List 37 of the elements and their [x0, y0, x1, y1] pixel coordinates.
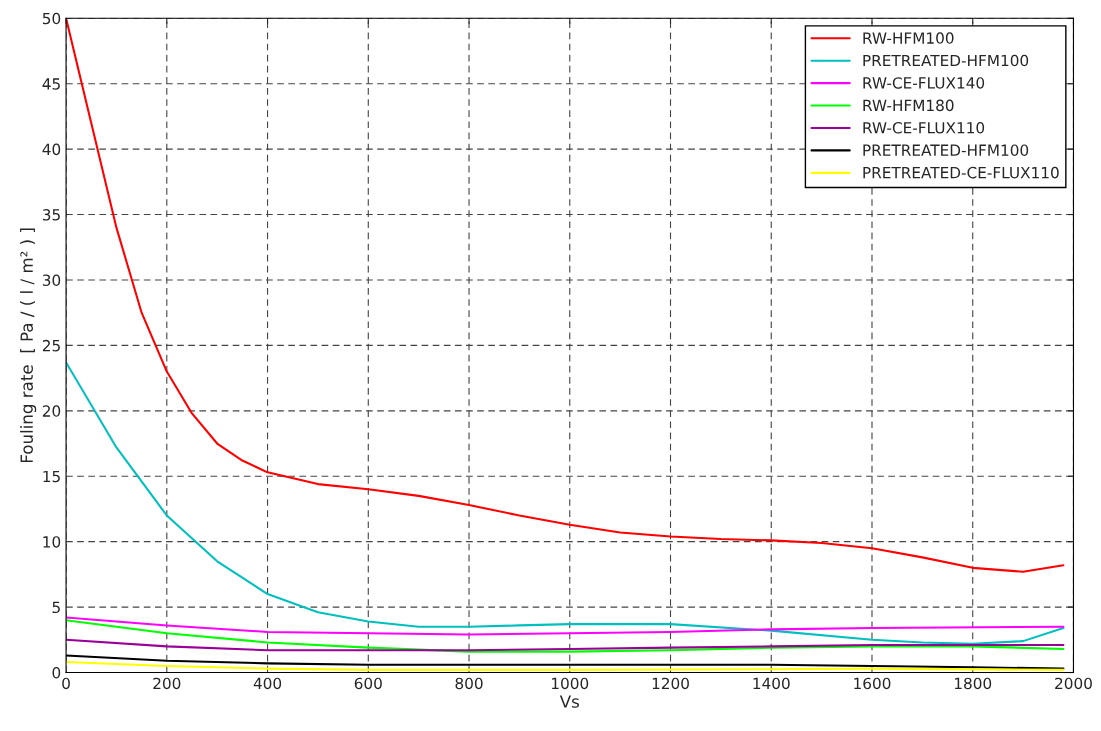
x-tick-label: 200: [153, 677, 181, 690]
line-series: [66, 619, 1065, 653]
line-series: [66, 361, 1065, 645]
x-tick-label: 1000: [552, 677, 589, 690]
y-tick-label: 20: [42, 405, 61, 417]
x-axis-title: Vs: [559, 695, 579, 708]
legend-label: PRETREATED-HFM100: [863, 54, 1029, 67]
y-tick-label: 30: [42, 274, 61, 286]
legend-label: RW-CE-FLUX110: [863, 121, 985, 134]
legend-label: RW-CE-FLUX140: [863, 77, 985, 89]
y-tick-label: 45: [42, 78, 60, 90]
legend-label: PRETREATED-CE-FLUX110: [863, 166, 1059, 179]
x-tick-label: 1400: [753, 677, 790, 690]
y-tick-label: 5: [52, 601, 60, 614]
x-tick-label: 1200: [652, 677, 689, 690]
y-tick-label: 15: [43, 470, 60, 483]
y-tick-label: 0: [52, 666, 61, 679]
x-tick-label: 800: [455, 677, 483, 690]
legend-label: RW-HFM180: [863, 99, 954, 112]
y-tick-label: 25: [42, 339, 60, 352]
y-tick-label: 40: [42, 143, 61, 156]
x-tick-label: 400: [253, 677, 282, 690]
line-series: [66, 616, 1065, 636]
x-tick-label: 0: [62, 677, 70, 690]
x-tick-label: 1600: [854, 677, 891, 690]
legend-label: PRETREATED-HFM100: [863, 144, 1029, 156]
y-tick-label: 10: [43, 536, 61, 548]
line-series: [66, 661, 1065, 671]
x-tick-label: 1800: [954, 677, 992, 690]
line-series: [66, 18, 1065, 573]
line-series: [66, 638, 1065, 652]
y-axis-title: Fouling rate [ Pa / ( l / m² ) ]: [20, 228, 37, 463]
y-tick-label: 50: [42, 12, 61, 25]
legend-label: RW-HFM100: [863, 32, 954, 44]
x-tick-label: 2000: [1055, 677, 1092, 690]
y-tick-label: 35: [42, 209, 60, 221]
x-tick-label: 600: [354, 677, 382, 690]
